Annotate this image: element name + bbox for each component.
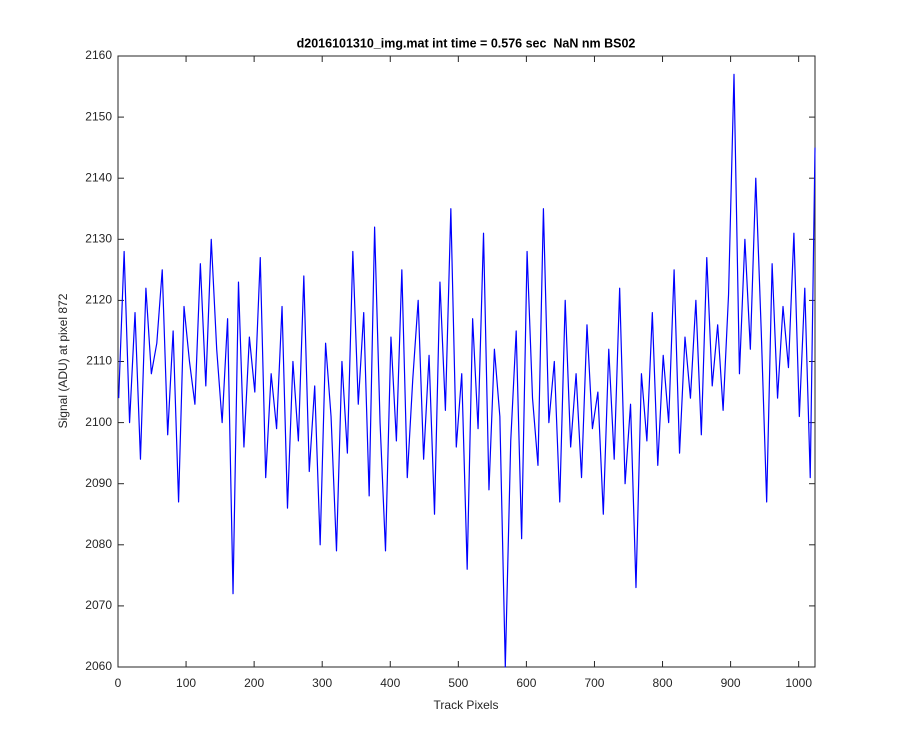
y-tick-label: 2150 bbox=[85, 109, 112, 123]
x-tick-label: 700 bbox=[584, 676, 604, 690]
plot-box bbox=[117, 55, 816, 668]
y-tick-label: 2120 bbox=[85, 293, 112, 307]
y-tick-label: 2130 bbox=[85, 231, 112, 245]
chart-title: d2016101310_img.mat int time = 0.576 sec… bbox=[297, 36, 636, 50]
x-tick-label: 800 bbox=[653, 676, 673, 690]
data-line bbox=[118, 73, 816, 668]
y-tick-label: 2060 bbox=[85, 659, 112, 673]
x-tick-label: 400 bbox=[380, 676, 400, 690]
x-tick-label: 900 bbox=[721, 676, 741, 690]
y-tick-label: 2100 bbox=[85, 415, 112, 429]
x-tick-label: 300 bbox=[312, 676, 332, 690]
x-tick-label: 600 bbox=[516, 676, 536, 690]
y-axis-label: Signal (ADU) at pixel 872 bbox=[56, 293, 70, 428]
x-tick-label: 1000 bbox=[785, 676, 812, 690]
x-tick-label: 500 bbox=[448, 676, 468, 690]
y-tick-label: 2070 bbox=[85, 598, 112, 612]
y-tick-label: 2090 bbox=[85, 476, 112, 490]
y-tick-label: 2160 bbox=[85, 48, 112, 62]
y-tick-label: 2110 bbox=[86, 354, 112, 368]
x-tick-label: 200 bbox=[244, 676, 264, 690]
y-tick-label: 2080 bbox=[85, 537, 112, 551]
x-axis-label: Track Pixels bbox=[434, 698, 499, 712]
x-tick-label: 100 bbox=[176, 676, 196, 690]
y-tick-label: 2140 bbox=[85, 170, 112, 184]
x-tick-label: 0 bbox=[115, 676, 122, 690]
